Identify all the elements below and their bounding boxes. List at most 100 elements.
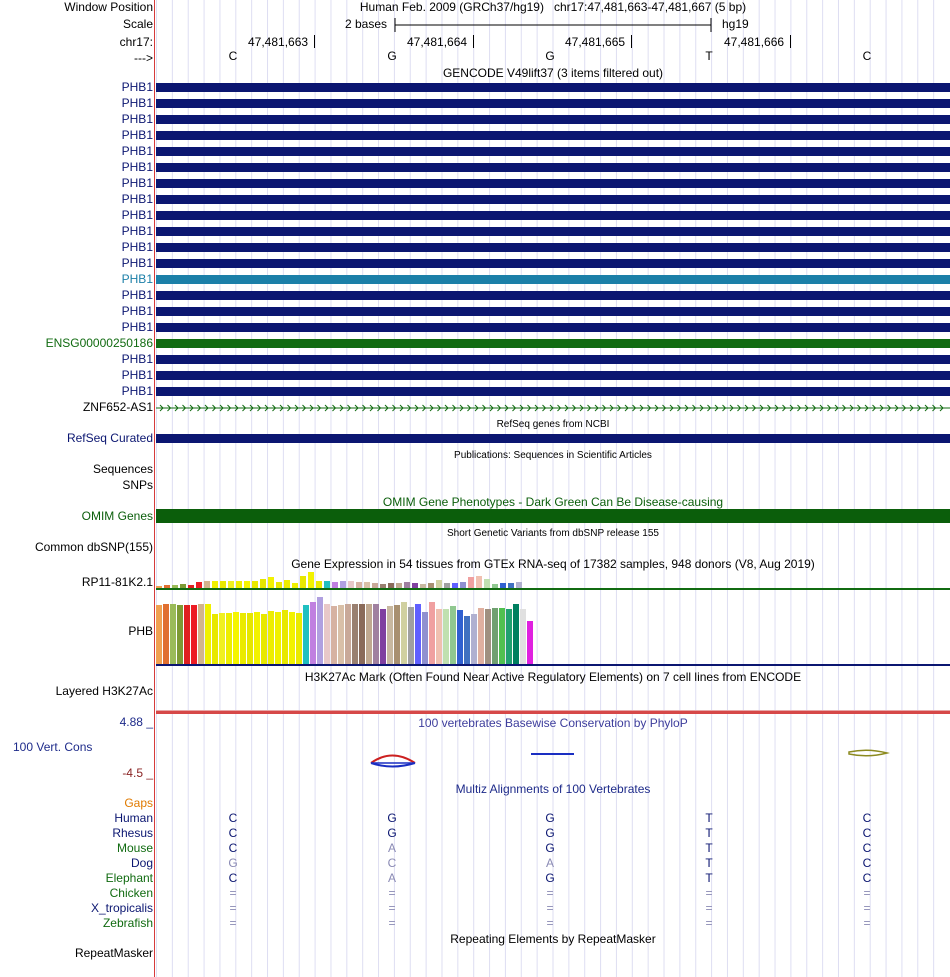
gtex-bar-phb[interactable] (226, 613, 232, 664)
omim-label[interactable]: OMIM Genes (81, 509, 153, 523)
gene-label[interactable]: PHB1 (121, 304, 153, 318)
gtex-bar-phb[interactable] (520, 609, 526, 664)
gtex-bar-phb[interactable] (457, 610, 463, 664)
gtex-bar-rp11[interactable] (260, 579, 266, 588)
gtex-bar-rp11[interactable] (268, 577, 274, 588)
gtex-bar-phb[interactable] (261, 614, 267, 664)
gtex-bar-phb[interactable] (268, 611, 274, 664)
gtex-bar-phb[interactable] (170, 604, 176, 664)
gtex-bar-rp11[interactable] (164, 585, 170, 588)
gene-label[interactable]: PHB1 (121, 272, 153, 286)
gtex-bar-phb[interactable] (387, 606, 393, 664)
sequences-label[interactable]: Sequences (92, 462, 153, 476)
gene-label[interactable]: PHB1 (121, 192, 153, 206)
gtex-bar-phb[interactable] (485, 609, 491, 664)
gtex-gene-label-phb[interactable]: PHB (128, 624, 153, 638)
gtex-bar-phb[interactable] (198, 604, 204, 664)
species-label[interactable]: Chicken (109, 886, 153, 900)
gtex-bar-rp11[interactable] (396, 583, 402, 588)
gtex-bar-rp11[interactable] (444, 583, 450, 588)
gene-label[interactable]: ENSG00000250186 (45, 336, 153, 350)
gene-label[interactable]: PHB1 (121, 368, 153, 382)
gaps-label[interactable]: Gaps (124, 796, 153, 810)
species-label[interactable]: X_tropicalis (90, 901, 153, 915)
gene-label[interactable]: PHB1 (121, 224, 153, 238)
gene-label[interactable]: PHB1 (121, 320, 153, 334)
gtex-gene-label-rp11[interactable]: RP11-81K2.1 (81, 575, 153, 589)
gene-feature[interactable] (156, 163, 950, 172)
species-label[interactable]: Rhesus (112, 826, 153, 840)
gene-feature[interactable] (156, 355, 950, 364)
gtex-bar-phb[interactable] (422, 612, 428, 664)
gene-feature[interactable] (156, 275, 950, 284)
gtex-bar-phb[interactable] (219, 613, 225, 664)
gtex-bar-rp11[interactable] (348, 581, 354, 588)
gtex-bar-rp11[interactable] (436, 580, 442, 588)
gtex-bar-phb[interactable] (177, 605, 183, 664)
gene-feature[interactable] (156, 211, 950, 220)
species-label[interactable]: Human (114, 811, 153, 825)
gtex-bar-rp11[interactable] (356, 582, 362, 588)
gtex-bar-phb[interactable] (450, 606, 456, 664)
refseq-gene-feature[interactable] (156, 434, 950, 443)
gtex-bar-phb[interactable] (359, 604, 365, 664)
gene-label[interactable]: PHB1 (121, 240, 153, 254)
gtex-bar-phb[interactable] (233, 612, 239, 664)
gtex-bar-rp11[interactable] (284, 580, 290, 588)
gtex-bar-rp11[interactable] (220, 581, 226, 588)
gtex-bar-rp11[interactable] (508, 583, 514, 588)
gtex-bar-rp11[interactable] (252, 581, 258, 588)
gtex-bar-phb[interactable] (415, 604, 421, 664)
gtex-bar-phb[interactable] (212, 614, 218, 664)
gtex-bar-rp11[interactable] (276, 582, 282, 588)
h3k27ac-label[interactable]: Layered H3K27Ac (55, 684, 153, 698)
gene-label[interactable]: PHB1 (121, 96, 153, 110)
gtex-bar-rp11[interactable] (228, 581, 234, 588)
gtex-bar-rp11[interactable] (212, 581, 218, 588)
gene-label[interactable]: PHB1 (121, 176, 153, 190)
gtex-bar-phb[interactable] (408, 607, 414, 664)
gtex-bar-rp11[interactable] (196, 582, 202, 588)
antisense-gene-feature[interactable] (156, 402, 950, 414)
gtex-bar-rp11[interactable] (452, 583, 458, 588)
gtex-bar-rp11[interactable] (412, 583, 418, 588)
gtex-bar-phb[interactable] (282, 610, 288, 664)
gtex-bar-phb[interactable] (499, 608, 505, 664)
gtex-bar-phb[interactable] (464, 616, 470, 664)
gene-feature[interactable] (156, 83, 950, 92)
gtex-bar-rp11[interactable] (324, 581, 330, 588)
gene-feature[interactable] (156, 147, 950, 156)
gtex-bar-rp11[interactable] (308, 572, 314, 588)
gtex-bar-phb[interactable] (429, 602, 435, 664)
gtex-bar-phb[interactable] (254, 612, 260, 664)
gene-feature[interactable] (156, 195, 950, 204)
gene-feature[interactable] (156, 179, 950, 188)
gtex-bar-rp11[interactable] (300, 576, 306, 588)
gtex-bar-phb[interactable] (191, 605, 197, 664)
gene-label[interactable]: PHB1 (121, 144, 153, 158)
refseq-label[interactable]: RefSeq Curated (66, 431, 153, 445)
gtex-bar-phb[interactable] (478, 608, 484, 664)
gtex-bar-phb[interactable] (310, 602, 316, 664)
gtex-bar-rp11[interactable] (500, 583, 506, 588)
gtex-bar-rp11[interactable] (492, 584, 498, 588)
gene-feature[interactable] (156, 131, 950, 140)
gene-label[interactable]: PHB1 (121, 288, 153, 302)
conservation-label[interactable]: 100 Vert. Cons (13, 740, 93, 754)
gene-feature[interactable] (156, 243, 950, 252)
gtex-bar-phb[interactable] (527, 621, 533, 664)
gene-feature[interactable] (156, 371, 950, 380)
gtex-bar-phb[interactable] (338, 605, 344, 664)
gtex-bar-phb[interactable] (394, 605, 400, 664)
gene-label[interactable]: PHB1 (121, 112, 153, 126)
gtex-bar-phb[interactable] (184, 605, 190, 664)
gtex-bar-phb[interactable] (331, 606, 337, 664)
gtex-bar-rp11[interactable] (188, 585, 194, 588)
gtex-bar-phb[interactable] (352, 604, 358, 664)
gtex-bar-phb[interactable] (401, 602, 407, 664)
gtex-bar-rp11[interactable] (460, 582, 466, 588)
gtex-bar-rp11[interactable] (292, 583, 298, 588)
gene-label[interactable]: PHB1 (121, 208, 153, 222)
snps-label[interactable]: SNPs (122, 478, 153, 492)
gtex-bar-phb[interactable] (373, 604, 379, 664)
